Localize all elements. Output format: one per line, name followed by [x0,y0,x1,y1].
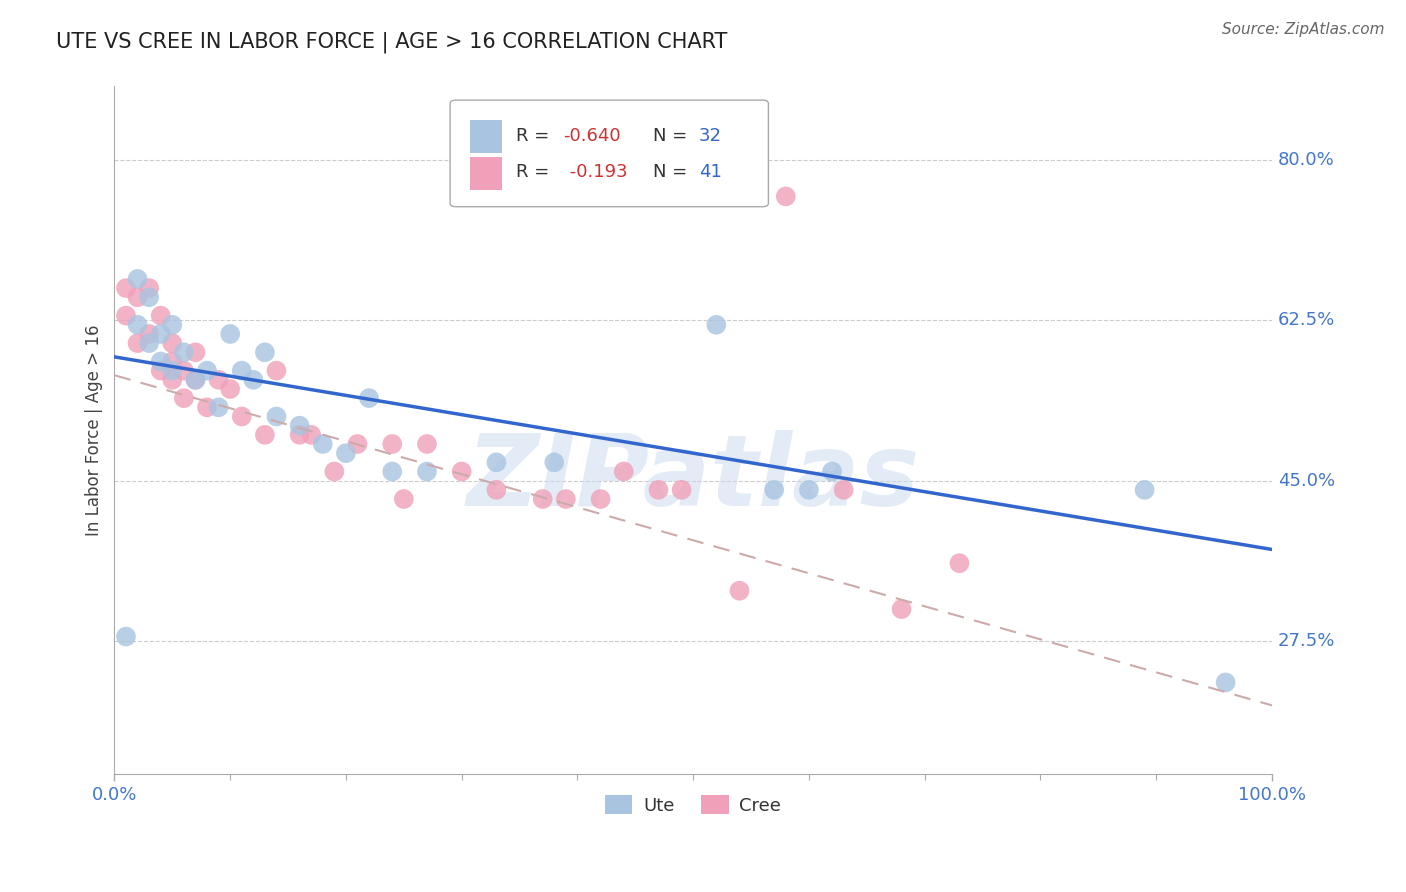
Text: Source: ZipAtlas.com: Source: ZipAtlas.com [1222,22,1385,37]
Point [184,373,207,387]
Point [195,364,218,378]
Point [149,364,172,378]
Text: UTE VS CREE IN LABOR FORCE | AGE > 16 CORRELATION CHART: UTE VS CREE IN LABOR FORCE | AGE > 16 CO… [56,31,728,53]
Text: R =: R = [516,163,555,181]
Text: 62.5%: 62.5% [1278,311,1334,329]
Point [127,272,149,286]
FancyBboxPatch shape [470,120,502,153]
Point [207,401,229,415]
Text: R =: R = [516,127,555,145]
Point [162,336,184,351]
FancyBboxPatch shape [450,100,769,207]
Text: -0.193: -0.193 [564,163,627,181]
Point [1215,675,1237,690]
Point [647,483,669,497]
Point [890,602,912,616]
Point [797,483,820,497]
Point [195,401,218,415]
Point [1133,483,1156,497]
Point [173,391,195,405]
Point [671,483,693,497]
Point [127,336,149,351]
Point [416,437,439,451]
Point [948,556,970,570]
Point [266,364,288,378]
Point [115,309,138,323]
Text: ZIPatlas: ZIPatlas [467,430,920,527]
Point [149,309,172,323]
Point [266,409,288,424]
Point [173,345,195,359]
Point [450,465,472,479]
Text: N =: N = [652,163,693,181]
Point [149,326,172,341]
Point [288,427,311,442]
Text: -0.640: -0.640 [564,127,621,145]
Point [162,373,184,387]
Point [312,437,335,451]
Point [149,354,172,368]
Point [392,491,415,506]
Point [253,427,276,442]
Point [763,483,786,497]
Text: 41: 41 [699,163,721,181]
Point [832,483,855,497]
Point [138,336,160,351]
Point [704,318,727,332]
Point [299,427,322,442]
Point [162,364,184,378]
Point [381,437,404,451]
Y-axis label: In Labor Force | Age > 16: In Labor Force | Age > 16 [86,325,103,536]
Point [775,189,797,203]
Point [231,364,253,378]
Point [589,491,612,506]
Point [173,364,195,378]
Point [357,391,380,405]
Point [231,409,253,424]
Point [543,455,565,469]
Point [728,583,751,598]
Point [219,326,242,341]
Text: 80.0%: 80.0% [1278,151,1334,169]
Point [531,491,554,506]
Point [323,465,346,479]
Point [288,418,311,433]
Point [184,373,207,387]
Text: 27.5%: 27.5% [1278,632,1336,650]
Point [253,345,276,359]
Point [207,373,229,387]
Point [138,326,160,341]
Point [138,281,160,295]
Legend: Ute, Cree: Ute, Cree [596,786,790,823]
Point [821,465,844,479]
Point [242,373,264,387]
Point [127,318,149,332]
Point [115,281,138,295]
Point [346,437,368,451]
Point [485,455,508,469]
Point [416,465,439,479]
Point [335,446,357,460]
Text: 45.0%: 45.0% [1278,472,1334,490]
Text: 32: 32 [699,127,721,145]
Point [184,345,207,359]
Point [219,382,242,396]
Point [162,318,184,332]
Point [162,354,184,368]
Point [138,290,160,304]
Point [554,491,576,506]
Point [381,465,404,479]
FancyBboxPatch shape [470,156,502,189]
Text: N =: N = [652,127,693,145]
Point [613,465,636,479]
Point [127,290,149,304]
Point [115,630,138,644]
Point [485,483,508,497]
